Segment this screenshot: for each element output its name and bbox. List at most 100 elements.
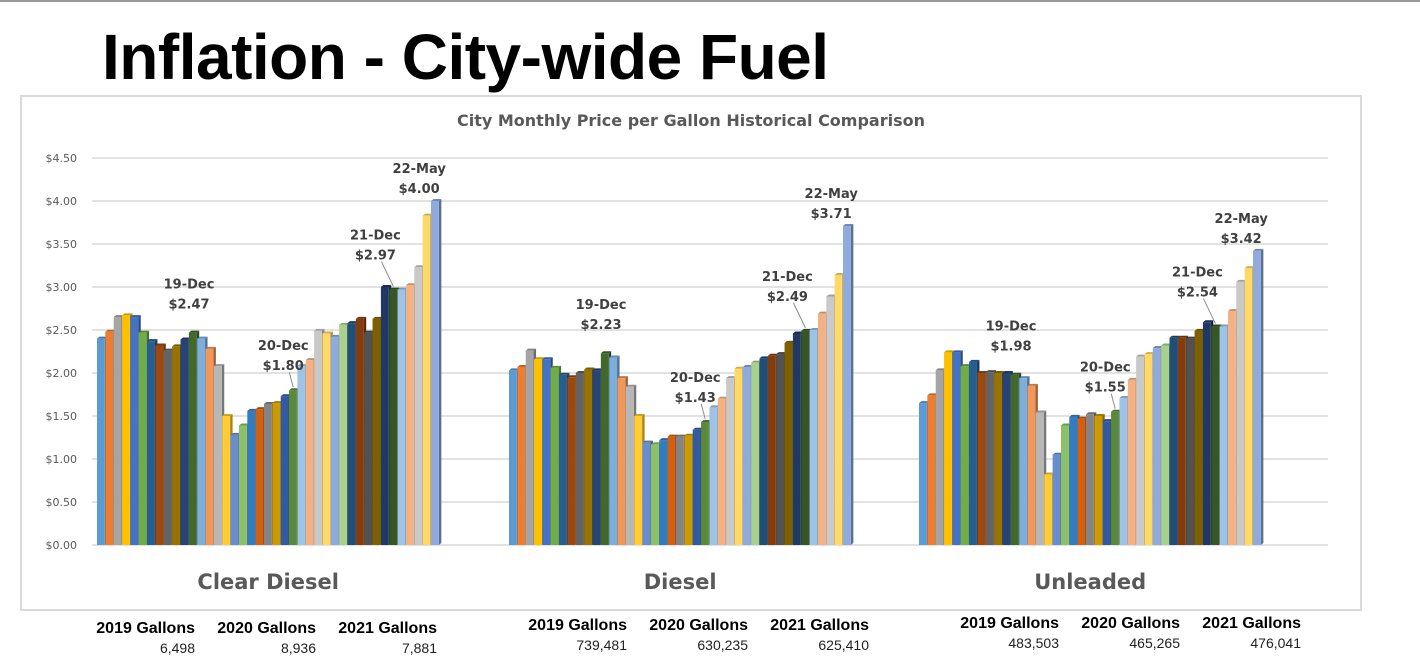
annotation-value: $4.00 [399, 182, 440, 197]
bar-top [960, 364, 972, 367]
bar [792, 333, 801, 545]
bar [944, 352, 952, 545]
bar [525, 350, 534, 545]
bar-top [1102, 419, 1114, 422]
bar [776, 354, 785, 545]
annotation-leader-line [700, 403, 706, 420]
bar [684, 435, 693, 545]
bar-top [1119, 395, 1130, 398]
bar [222, 416, 231, 545]
bar [642, 442, 651, 545]
bar-top [817, 311, 829, 314]
annotation-date: 21-Dec [1172, 266, 1223, 281]
bar-top [1044, 472, 1055, 475]
bar [163, 350, 172, 545]
bar-top [734, 366, 745, 369]
annotation-value: $1.43 [675, 391, 716, 406]
bar-top [667, 434, 678, 437]
category-label: Diesel [644, 570, 717, 594]
bar-top [155, 343, 166, 346]
bar-top [834, 272, 845, 275]
annotation-value: $2.49 [767, 290, 808, 305]
bar-top [575, 371, 587, 373]
bar-top [163, 348, 175, 351]
bar [113, 317, 122, 545]
bar-side [1260, 248, 1264, 545]
bar-top [1186, 336, 1197, 339]
bar [509, 370, 517, 545]
bar [1069, 416, 1078, 545]
bar-top [534, 357, 545, 360]
bar [977, 373, 986, 545]
y-tick-label: $1.50 [46, 410, 78, 423]
bar [1127, 379, 1136, 545]
bar-top [1052, 452, 1063, 455]
bar-top [977, 371, 988, 373]
bar [105, 331, 114, 545]
gallons-header: 2021 Gallons [770, 617, 869, 634]
bar [431, 201, 439, 545]
bar [1060, 425, 1069, 545]
gallons-value: 6,498 [159, 640, 195, 656]
bar-top [238, 423, 250, 426]
gallons-table-diesel: 2019 Gallons 2020 Gallons 2021 Gallons 7… [506, 617, 869, 653]
gallons-value: 739,481 [576, 637, 627, 653]
annotations: 19-Dec $2.47 20-Dec $1.80 21-Dec $2.97 22-May $… [164, 162, 1268, 420]
bar-top [172, 344, 183, 347]
bar [1052, 454, 1061, 545]
bar-top [97, 336, 108, 339]
top-border-line [0, 0, 1420, 2]
y-tick-label: $4.00 [46, 195, 78, 208]
annotation-date: 20-Dec [670, 371, 721, 386]
annotation-value: $3.42 [1221, 232, 1262, 247]
bar [592, 370, 601, 545]
bar [347, 323, 356, 545]
bar-top [180, 337, 191, 340]
bar-top [230, 432, 241, 435]
bar-top [355, 316, 367, 319]
bar-top [1194, 328, 1205, 331]
bar-top [609, 355, 620, 358]
bar-top [1202, 320, 1214, 323]
bar-top [364, 330, 375, 333]
bar [297, 366, 306, 545]
annotation-leader-line [1202, 298, 1216, 324]
bar-top [431, 199, 442, 201]
bar-top [517, 364, 528, 367]
bar-top [550, 365, 562, 368]
bar-top [600, 351, 612, 354]
bar-top [1127, 377, 1139, 380]
bar-top [969, 359, 980, 362]
bar-top [985, 370, 997, 373]
bar [701, 422, 709, 545]
bar-top [1177, 335, 1189, 338]
bar [339, 324, 347, 545]
bar-top [1010, 372, 1022, 375]
bar [130, 317, 139, 545]
bar [230, 434, 239, 545]
bar [255, 409, 264, 545]
bar-top [330, 334, 342, 337]
bar-group-diesel [509, 223, 854, 545]
bar [1077, 418, 1086, 545]
gallons-header: 2019 Gallons [528, 617, 627, 634]
gallons-value: 7,881 [401, 640, 437, 656]
bar-top [801, 328, 812, 331]
bar-top [130, 315, 141, 318]
bar [172, 346, 180, 545]
bar-top [1161, 343, 1172, 346]
bar-top [305, 358, 317, 361]
gallons-header: 2021 Gallons [338, 620, 437, 637]
bar-top [1236, 279, 1247, 282]
y-tick-label: $3.00 [46, 281, 78, 294]
bar [155, 345, 164, 545]
annotation-leader-line [1110, 393, 1116, 409]
bar-top [944, 350, 955, 353]
bar [1136, 356, 1144, 545]
bar [717, 398, 726, 545]
bar-top [509, 368, 520, 371]
bar-top [742, 364, 754, 367]
bar [330, 336, 339, 545]
bar [1027, 385, 1036, 545]
bar-top [380, 285, 392, 287]
